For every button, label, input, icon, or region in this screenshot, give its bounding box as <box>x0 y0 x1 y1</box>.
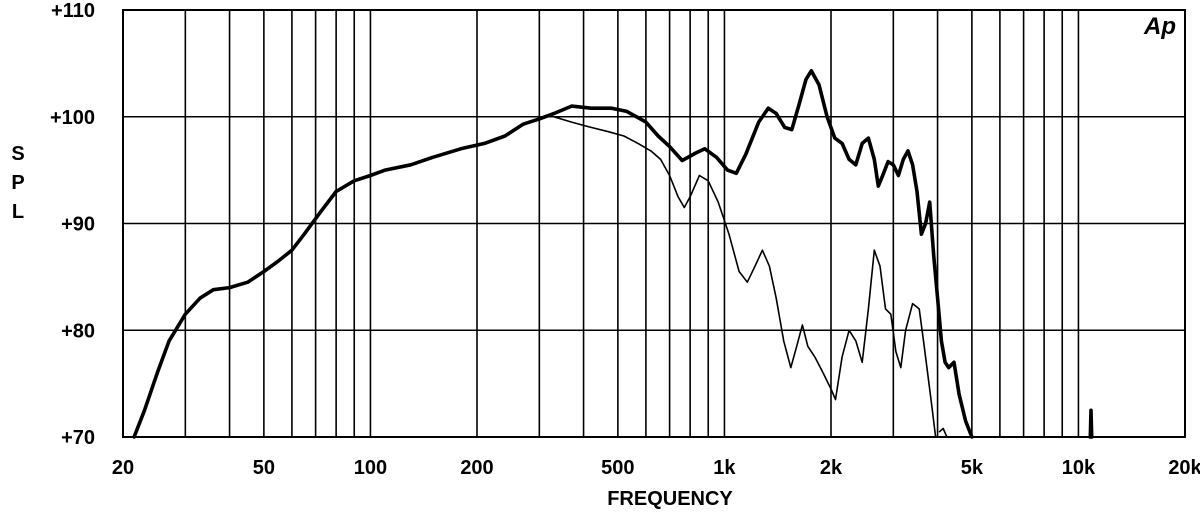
y-tick-labels: +70 +80 +90 +100 +110 <box>50 0 95 449</box>
x-tick-label: 500 <box>601 457 634 479</box>
x-axis-title: FREQUENCY <box>607 488 733 510</box>
x-tick-label: 100 <box>354 457 387 479</box>
x-tick-label: 20 <box>112 457 134 479</box>
y-axis-title-letter: L <box>12 201 24 223</box>
plot-frame <box>122 9 1186 438</box>
x-tick-label: 200 <box>460 457 493 479</box>
grid <box>123 10 1185 437</box>
series-layer <box>132 69 1094 439</box>
ap-logo: Ap <box>1143 13 1176 40</box>
x-tick-labels: 20 50 100 200 500 1k 2k 5k 10k 20k <box>112 457 1200 479</box>
y-axis-title: SPL <box>11 143 24 223</box>
y-tick-label: +90 <box>61 214 95 236</box>
y-tick-label: +110 <box>51 0 95 22</box>
y-axis-title-letter: P <box>11 172 24 194</box>
x-tick-label: 2k <box>820 457 843 479</box>
y-tick-label: +80 <box>61 320 95 342</box>
x-tick-label: 5k <box>961 457 984 479</box>
series-line-3-thin <box>938 427 948 438</box>
series-line-1-bold <box>132 69 974 439</box>
x-tick-label: 50 <box>253 457 275 479</box>
series-line-2-thin <box>553 116 937 438</box>
y-axis-title-letter: S <box>11 143 24 165</box>
series-line-4-bold <box>1088 408 1094 439</box>
x-tick-label: 1k <box>713 457 736 479</box>
x-tick-label: 20k <box>1168 457 1200 479</box>
y-tick-label: +70 <box>61 427 95 449</box>
x-tick-label: 10k <box>1062 457 1096 479</box>
y-tick-label: +100 <box>50 107 95 129</box>
